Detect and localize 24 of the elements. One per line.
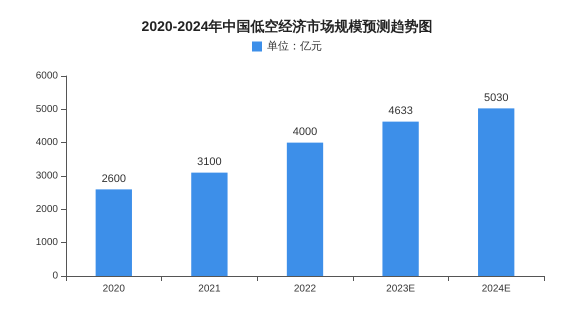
x-tick-label: 2024E	[482, 284, 511, 294]
legend-label: 单位：亿元	[267, 40, 322, 52]
data-label: 4000	[292, 126, 318, 138]
y-tick-label: 0	[52, 270, 58, 282]
bar	[286, 142, 324, 276]
data-label: 3100	[197, 156, 222, 168]
x-tick-label: 2021	[198, 284, 221, 294]
chart-title: 2020-2024年中国低空经济市场规模预测趋势图	[142, 18, 432, 34]
y-tick-label: 4000	[36, 137, 58, 148]
y-tick-label: 6000	[36, 70, 58, 82]
bar	[96, 189, 132, 276]
x-tick-label: 2023E	[386, 284, 416, 294]
y-tick-label: 5000	[36, 104, 58, 115]
data-label: 4633	[388, 105, 413, 118]
bar	[191, 172, 228, 276]
data-label: 2600	[102, 172, 126, 185]
y-tick-label: 3000	[36, 170, 58, 182]
data-label: 5030	[484, 92, 508, 104]
bar	[382, 122, 419, 276]
x-tick-label: 2020	[102, 284, 126, 294]
y-tick-label: 2000	[36, 204, 58, 215]
x-tick-label: 2022	[294, 284, 317, 294]
bar	[478, 108, 514, 276]
y-tick-label: 1000	[36, 237, 58, 248]
